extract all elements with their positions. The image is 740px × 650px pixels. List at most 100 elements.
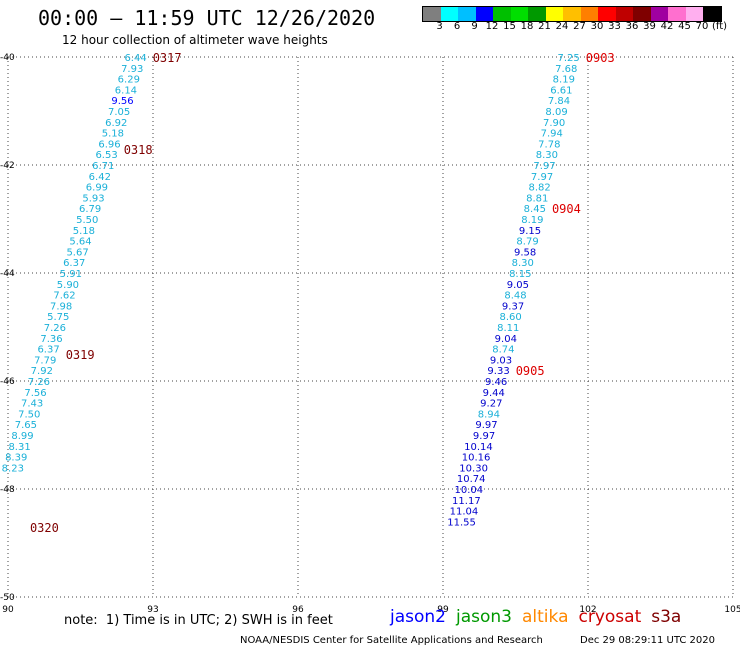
color-swatch (545, 7, 563, 21)
data-point-label: 7.97 (533, 161, 555, 172)
color-scale-label: 15 (503, 21, 516, 32)
data-point-label: 9.03 (490, 355, 512, 366)
data-point-label: 11.17 (452, 496, 481, 507)
chart-title: 00:00 – 11:59 UTC 12/26/2020 (38, 6, 376, 30)
data-point-label: 9.27 (480, 399, 502, 410)
data-point-label: 8.19 (553, 75, 575, 86)
data-point-label: 7.98 (50, 301, 72, 312)
data-point-label: 9.97 (473, 431, 495, 442)
y-tick-label: -42 (0, 161, 15, 171)
data-point-label: 7.93 (121, 64, 143, 75)
data-point-label: 6.53 (95, 150, 117, 161)
data-point-label: 5.18 (73, 226, 95, 237)
data-point-label: 8.15 (509, 269, 531, 280)
time-label: 0903 (586, 51, 615, 65)
y-tick-label: -40 (0, 53, 15, 63)
data-point-label: 7.68 (555, 64, 577, 75)
data-point-label: 5.75 (47, 312, 69, 323)
data-point-label: 8.48 (504, 291, 526, 302)
y-tick-label: -44 (0, 269, 15, 279)
data-point-label: 8.81 (526, 193, 548, 204)
data-point-label: 9.56 (111, 96, 133, 107)
color-scale-label: 36 (625, 21, 639, 32)
data-point-label: 6.96 (98, 139, 120, 150)
data-point-label: 9.58 (514, 247, 536, 258)
data-point-label: 9.46 (485, 377, 507, 388)
data-point-label: 5.93 (82, 193, 104, 204)
data-point-label: 7.50 (18, 409, 40, 420)
data-point-label: 9.33 (487, 366, 509, 377)
color-swatch (440, 7, 458, 21)
color-scale-label: 33 (608, 21, 621, 32)
color-swatch (528, 7, 546, 21)
satellite-legend: jason2 jason3 altika cryosat s3a (390, 607, 691, 627)
color-scale-label: 9 (471, 21, 478, 32)
data-point-label: 8.79 (516, 237, 538, 248)
data-point-label: 7.26 (44, 323, 66, 334)
x-tick-label: 90 (2, 605, 14, 615)
footer-credit: NOAA/NESDIS Center for Satellite Applica… (240, 635, 543, 646)
color-scale-label: 3 (436, 21, 443, 32)
data-point-label: 5.50 (76, 215, 98, 226)
data-point-label: 10.16 (462, 453, 491, 464)
y-tick-label: -48 (0, 485, 15, 495)
satellite-legend-jason3: jason3 (456, 607, 512, 627)
data-point-label: 6.99 (86, 183, 108, 194)
data-point-label: 6.37 (37, 345, 59, 356)
data-point-label: 6.92 (105, 118, 127, 129)
color-scale-labels: 3 6 9 12 15 18 21 24 27 30 33 36 39 42 45 70 (ft) (422, 21, 740, 35)
data-point-label: 5.18 (102, 129, 124, 140)
data-point-label: 8.31 (8, 442, 30, 453)
data-point-label: 8.94 (478, 409, 500, 420)
data-point-label: 9.44 (483, 388, 505, 399)
color-swatch (475, 7, 493, 21)
color-swatch (510, 7, 528, 21)
data-point-label: 7.78 (538, 139, 560, 150)
data-point-label: 8.30 (512, 258, 534, 269)
time-label: 0318 (124, 143, 153, 157)
color-swatch (668, 7, 686, 21)
color-scale-label: 70 (695, 21, 709, 32)
data-point-label: 8.82 (529, 183, 551, 194)
x-tick-label: 93 (147, 605, 158, 615)
data-point-label: 6.42 (89, 172, 111, 183)
data-point-label: 7.56 (24, 388, 46, 399)
time-label: 0905 (516, 364, 545, 378)
color-swatch (458, 7, 476, 21)
color-scale-label: 42 (660, 21, 674, 32)
color-swatch (563, 7, 581, 21)
data-point-label: 11.55 (447, 517, 476, 528)
data-point-label: 7.65 (15, 420, 37, 431)
y-tick-label: -50 (0, 593, 15, 603)
footer-timestamp: Dec 29 08:29:11 UTC 2020 (580, 635, 715, 646)
data-point-label: 7.84 (548, 96, 570, 107)
y-tick-label: -46 (0, 377, 15, 387)
data-point-label: 6.44 (124, 53, 146, 64)
data-point-label: 10.14 (464, 442, 493, 453)
data-point-label: 8.45 (524, 204, 546, 215)
data-point-label: 7.05 (108, 107, 130, 118)
data-point-label: 8.30 (536, 150, 558, 161)
satellite-legend-jason2: jason2 (390, 607, 446, 627)
data-point-label: 9.37 (502, 301, 524, 312)
data-point-label: 6.14 (115, 85, 137, 96)
color-scale-label: 39 (643, 21, 656, 32)
time-label: 0320 (30, 521, 59, 535)
data-point-label: 6.61 (550, 85, 572, 96)
data-point-label: 8.11 (497, 323, 519, 334)
data-point-label: 10.74 (457, 474, 486, 485)
data-point-label: 8.09 (545, 107, 567, 118)
data-point-label: 8.23 (2, 463, 24, 474)
data-point-label: 5.91 (60, 269, 82, 280)
data-point-label: 6.71 (92, 161, 114, 172)
data-point-label: 7.25 (558, 53, 580, 64)
color-swatch (493, 7, 511, 21)
data-point-label: 6.37 (63, 258, 85, 269)
x-tick-label: 102 (579, 605, 596, 615)
data-point-label: 8.39 (5, 453, 27, 464)
time-label: 0319 (66, 348, 95, 362)
color-swatch (615, 7, 633, 21)
data-point-label: 8.60 (500, 312, 522, 323)
data-point-label: 5.67 (66, 247, 88, 258)
